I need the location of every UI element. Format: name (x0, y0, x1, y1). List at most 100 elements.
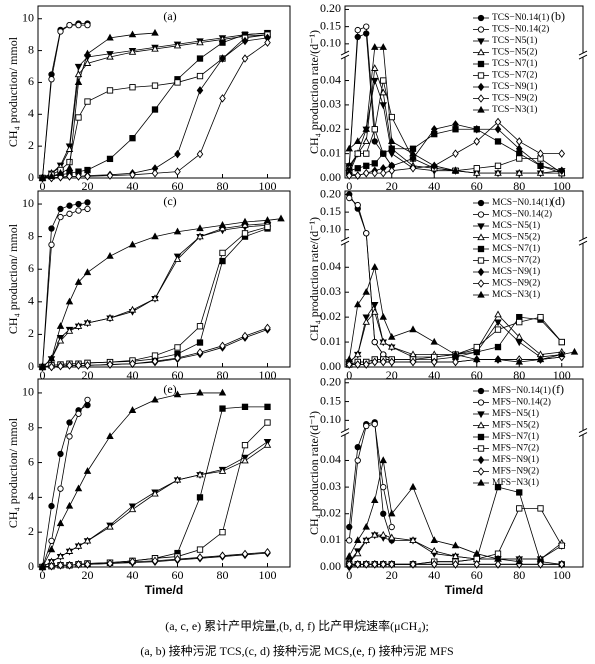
marker (379, 456, 387, 464)
marker (264, 419, 271, 426)
marker (151, 232, 159, 240)
marker (106, 171, 114, 180)
x-tick-label: 40 (127, 568, 139, 582)
axis-break-mark (340, 50, 350, 56)
series-line (42, 392, 223, 568)
marker (345, 560, 353, 569)
x-tick-label: 80 (513, 179, 525, 193)
y-tick-label: 0.15 (320, 18, 341, 32)
marker (537, 560, 544, 569)
marker (494, 117, 502, 127)
marker (354, 350, 362, 358)
marker (494, 125, 502, 134)
marker (388, 332, 396, 340)
marker (106, 52, 114, 60)
marker (151, 28, 159, 36)
y-tick-label: 0.02 (320, 505, 341, 519)
legend-marker (477, 387, 485, 395)
x-tick-label: 40 (127, 368, 139, 382)
legend-marker (477, 48, 485, 56)
marker (241, 403, 249, 411)
x-tick-label: 0 (40, 368, 46, 382)
legend-label: TCS−N9(2) (492, 93, 537, 104)
marker (515, 144, 523, 154)
x-tick-label: 20 (82, 179, 94, 193)
marker (173, 475, 182, 483)
marker (57, 28, 64, 35)
legend-label: MCS−N0.14(2) (492, 209, 552, 220)
marker (362, 168, 370, 178)
x-tick-label: 0 (346, 568, 352, 582)
marker (264, 38, 271, 47)
legend-marker (477, 105, 485, 113)
y-tick-label: 0.00 (320, 170, 341, 184)
marker (47, 354, 56, 362)
x-tick-label: 80 (217, 179, 229, 193)
y-tick-label: 0.15 (320, 204, 341, 218)
legend-marker (477, 211, 485, 218)
marker (354, 150, 361, 157)
marker (371, 160, 378, 167)
series-line (348, 194, 392, 360)
y-tick-label: 0.04 (320, 259, 341, 273)
marker (196, 546, 204, 553)
marker (74, 541, 83, 549)
legend-label: MFS−N9(1) (492, 454, 539, 465)
marker (379, 43, 387, 50)
marker (263, 216, 272, 223)
marker (264, 547, 271, 557)
plot-frame (344, 5, 584, 179)
y-axis-label: CH₄ production rate/(d⁻¹) (307, 217, 321, 341)
x-tick-label: 20 (386, 568, 398, 582)
axis-break-mark (340, 428, 350, 434)
x-tick-label: 0 (346, 179, 352, 193)
marker (354, 26, 361, 34)
legend-marker (477, 60, 485, 68)
marker (84, 560, 91, 569)
marker (409, 482, 417, 490)
marker (66, 172, 73, 181)
legend-label: MFS−N5(1) (492, 408, 539, 419)
marker (379, 357, 387, 367)
marker (371, 420, 378, 428)
series-line (348, 311, 562, 363)
marker (371, 357, 379, 367)
marker (354, 457, 361, 464)
marker (83, 536, 92, 544)
marker (66, 202, 73, 209)
legend-label: MFS−N0.14(2) (492, 397, 551, 408)
marker (48, 241, 55, 248)
legend-label: TCS−N7(1) (492, 58, 537, 69)
marker (84, 98, 91, 105)
marker (196, 388, 204, 396)
axis-break-gap (580, 53, 586, 58)
marker (106, 559, 114, 568)
x-tick-label: 0 (346, 368, 352, 382)
marker (362, 317, 370, 325)
marker (362, 522, 370, 530)
marker (106, 252, 114, 259)
marker (558, 560, 566, 569)
marker (537, 161, 544, 171)
y-tick-label: 0 (28, 170, 34, 184)
legend-marker (477, 267, 485, 277)
legend-label: TCS−N0.14(2) (492, 24, 549, 35)
marker (354, 560, 362, 569)
marker (537, 149, 544, 158)
marker (494, 168, 502, 176)
legend-marker (477, 467, 485, 476)
legend-marker (477, 455, 485, 465)
marker (354, 360, 362, 369)
plot-frame (344, 190, 584, 368)
y-tick-label: 4 (28, 106, 34, 120)
y-tick-label: 4 (28, 489, 34, 503)
axis-break-gap (342, 239, 348, 244)
marker (75, 21, 82, 29)
marker (451, 552, 460, 559)
marker (515, 168, 523, 176)
panel-label: (e) (163, 382, 176, 396)
legend-marker (477, 72, 485, 79)
marker (380, 483, 387, 491)
marker (57, 485, 64, 492)
caption-line: (a, c, e) 累计产甲烷量,(b, d, f) 比产甲烷速率(μCH₄); (165, 618, 429, 633)
